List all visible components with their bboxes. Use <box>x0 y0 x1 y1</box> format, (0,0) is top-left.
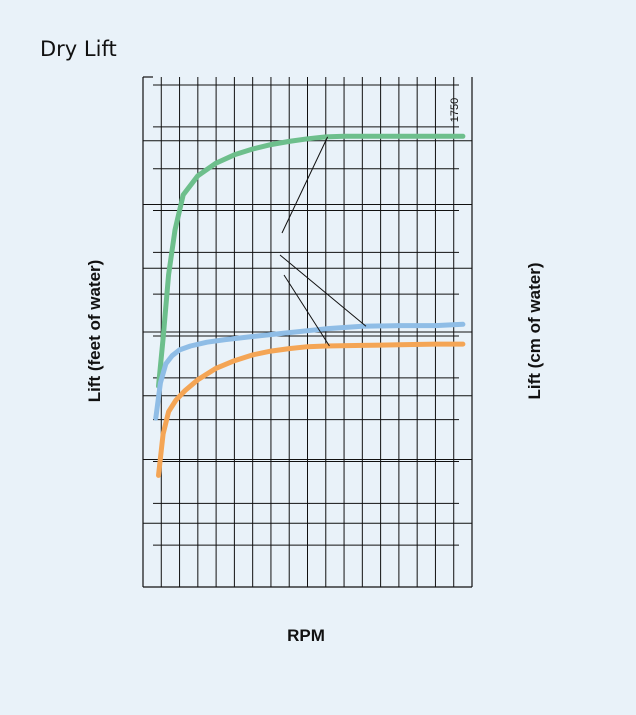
y-axis-right-label: Lift (cm of water) <box>525 263 544 400</box>
series-line-d-g-04-e <box>153 321 466 421</box>
series-line-d-g-04-s <box>156 341 466 478</box>
axes <box>142 76 473 588</box>
series-line-d-g-04-x <box>156 133 466 389</box>
grid-lines <box>143 77 472 587</box>
y-axis-left-label: Lift (feet of water) <box>85 260 104 403</box>
series-leader-lines <box>279 136 367 347</box>
chart-title: Dry Lift <box>40 37 117 61</box>
series-lines <box>153 133 466 478</box>
leader-line-d-g-04-e <box>279 254 367 327</box>
x-axis-label: RPM <box>287 626 325 645</box>
rpm-1750-annotation: 1750 <box>449 98 461 122</box>
leader-line-d-g-04-x <box>281 136 329 234</box>
leader-line-d-g-04-s <box>283 274 330 347</box>
